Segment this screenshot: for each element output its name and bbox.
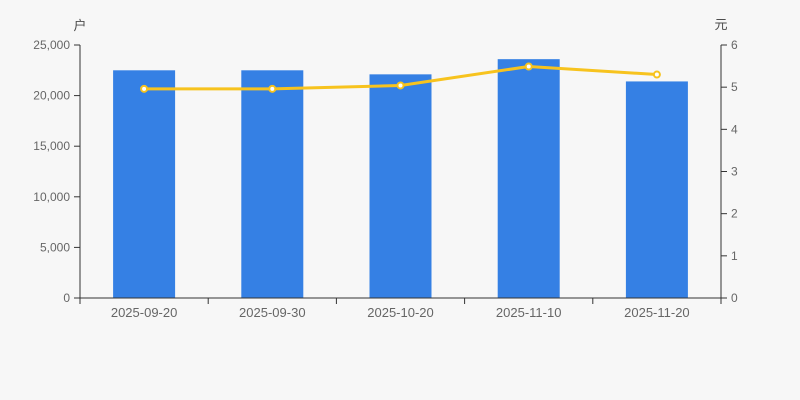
left-axis-tick-label: 15,000	[33, 139, 70, 153]
line-series-group	[140, 62, 661, 93]
left-axis-tick-label: 0	[63, 291, 70, 305]
x-axis-category-label: 2025-09-20	[111, 305, 178, 320]
left-axis-tick-label: 5,000	[40, 240, 70, 254]
bar-2025-09-20[interactable]	[113, 70, 176, 298]
bar-2025-11-10[interactable]	[497, 59, 560, 298]
right-axis-tick-label: 3	[731, 165, 738, 179]
right-axis-tick-label: 5	[731, 80, 738, 94]
x-axis-category-label: 2025-11-10	[496, 305, 562, 320]
axis-labels-group: 0 5,000 10,000 15,000 20,000 25,000 0 1 2 3 4 5 6 202…	[33, 38, 738, 320]
left-axis-tick-label: 10,000	[33, 190, 70, 204]
left-axis-tick-label: 20,000	[33, 89, 70, 103]
right-axis-tick-label: 6	[731, 38, 738, 52]
line-point-2025-09-30[interactable]	[268, 84, 277, 93]
left-axis-tick-label: 25,000	[33, 38, 70, 52]
line-point-2025-09-20[interactable]	[140, 84, 149, 93]
bar-2025-10-20[interactable]	[369, 74, 432, 299]
bar-2025-09-30[interactable]	[241, 70, 304, 298]
line-point-2025-10-20[interactable]	[396, 81, 405, 90]
bar-series-group	[113, 59, 688, 299]
left-axis-unit-label: 户	[73, 18, 86, 33]
line-point-2025-11-10[interactable]	[524, 62, 533, 71]
right-axis-tick-label: 2	[731, 207, 738, 221]
line-point-2025-11-20[interactable]	[652, 70, 661, 79]
right-axis-tick-label: 1	[731, 249, 738, 263]
right-axis-unit-label: 元	[714, 17, 727, 32]
x-axis-category-label: 2025-09-30	[239, 305, 306, 320]
bar-2025-11-20[interactable]	[625, 81, 688, 298]
right-axis-tick-label: 4	[731, 122, 738, 136]
x-axis-category-label: 2025-11-20	[624, 305, 690, 320]
right-axis-tick-label: 0	[731, 291, 738, 305]
axes-group	[74, 44, 727, 304]
x-axis-category-label: 2025-10-20	[367, 305, 434, 320]
